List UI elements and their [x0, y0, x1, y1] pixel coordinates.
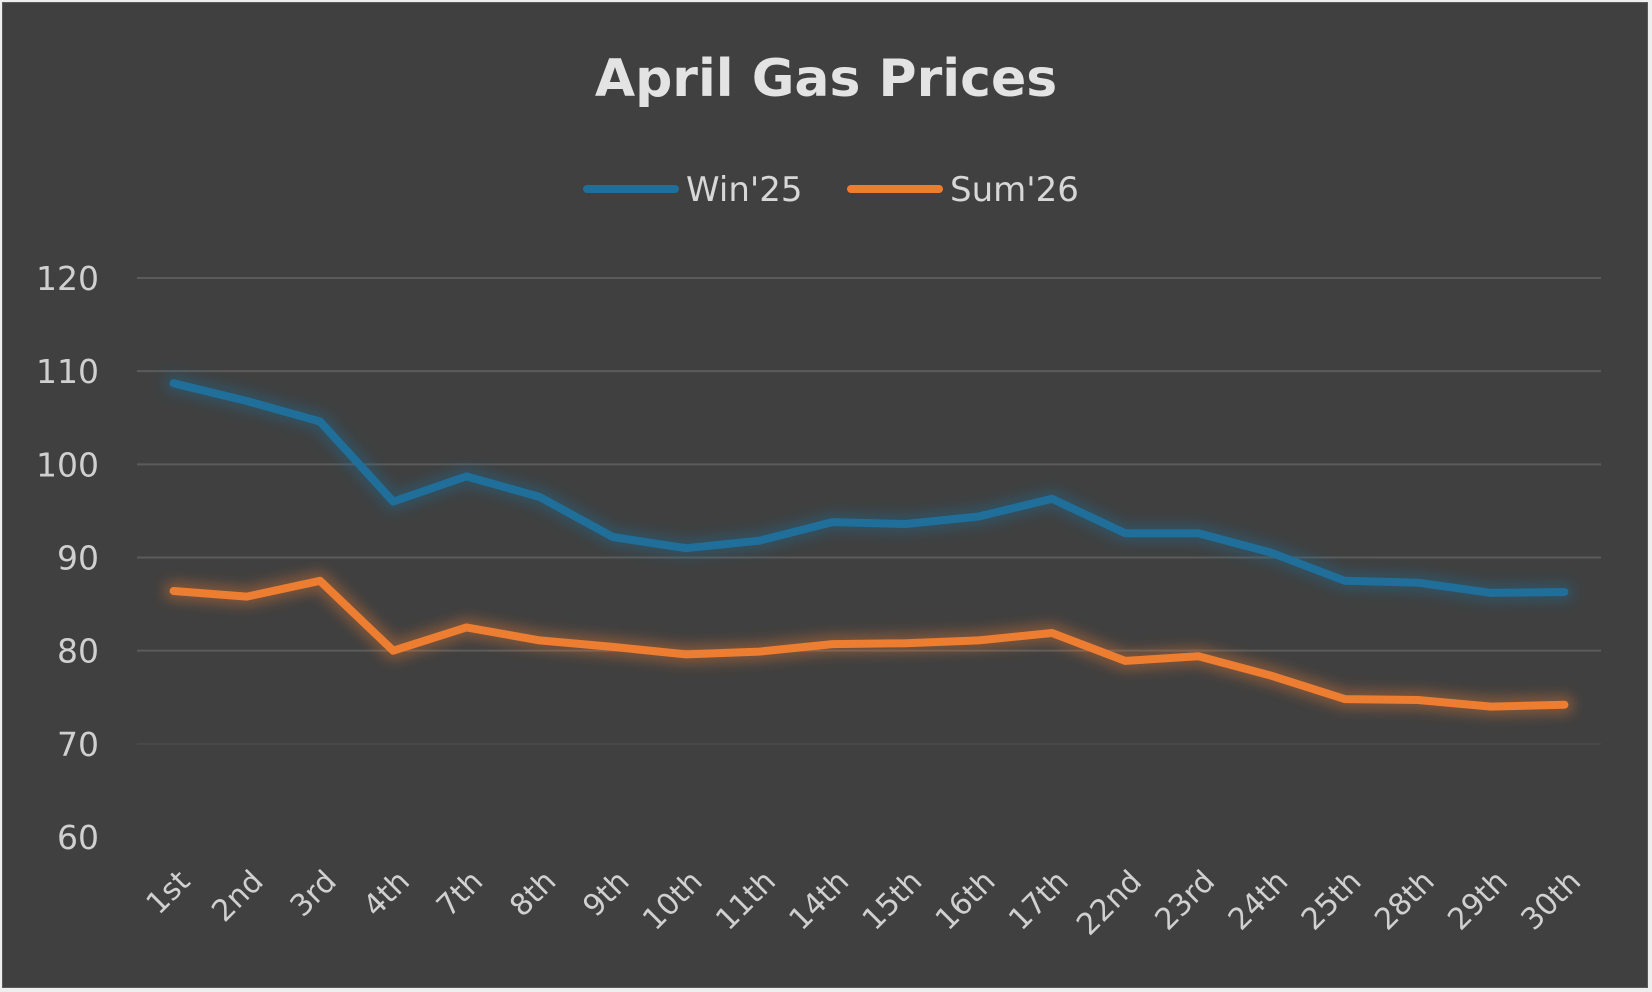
x-tick-label: 8th: [503, 864, 563, 924]
x-tick-label: 22nd: [1070, 864, 1149, 943]
legend-label: Sum'26: [950, 170, 1079, 210]
x-tick-label: 29th: [1441, 864, 1515, 938]
y-tick-label: 60: [57, 818, 99, 857]
x-tick-label: 30th: [1515, 864, 1589, 938]
x-tick-label: 14th: [783, 864, 857, 938]
x-tick-label: 3rd: [284, 864, 344, 924]
x-tick-label: 7th: [430, 864, 490, 924]
gridlines: [136, 277, 1602, 810]
legend-label: Win'25: [686, 170, 802, 210]
y-tick-label: 80: [57, 632, 99, 671]
y-tick-label: 120: [36, 259, 99, 298]
x-tick-label: 15th: [856, 864, 930, 938]
x-tick-label: 4th: [357, 864, 417, 924]
y-axis: 60 70 80 90 100 110 120: [36, 259, 99, 857]
line-chart: April Gas Prices Win'25 Sum'26 60 70 80 90 10…: [36, 49, 1602, 943]
x-tick-label: 25th: [1295, 864, 1369, 938]
legend: Win'25 Sum'26: [583, 170, 1079, 210]
x-tick-label: 2nd: [205, 864, 270, 929]
y-tick-label: 90: [57, 539, 99, 578]
x-axis: 1st 2nd 3rd 4th 7th 8th 9th 10th 11th 14th 15th 16t…: [140, 864, 1588, 943]
chart-title: April Gas Prices: [595, 49, 1057, 109]
y-tick-label: 110: [36, 352, 99, 391]
x-tick-label: 10th: [636, 864, 710, 938]
x-tick-label: 24th: [1222, 864, 1296, 938]
y-tick-label: 100: [36, 445, 99, 484]
x-tick-label: 17th: [1002, 864, 1076, 938]
series-line-2: [169, 576, 1569, 711]
x-tick-label: 23rd: [1148, 864, 1222, 938]
y-tick-label: 70: [57, 725, 99, 764]
series-group: [163, 373, 1575, 717]
x-tick-label: 1st: [140, 864, 198, 922]
series-line-1: [169, 379, 1569, 597]
x-tick-label: 9th: [576, 864, 636, 924]
x-tick-label: 11th: [709, 864, 783, 938]
x-tick-label: 16th: [929, 864, 1003, 938]
x-tick-label: 28th: [1368, 864, 1442, 938]
